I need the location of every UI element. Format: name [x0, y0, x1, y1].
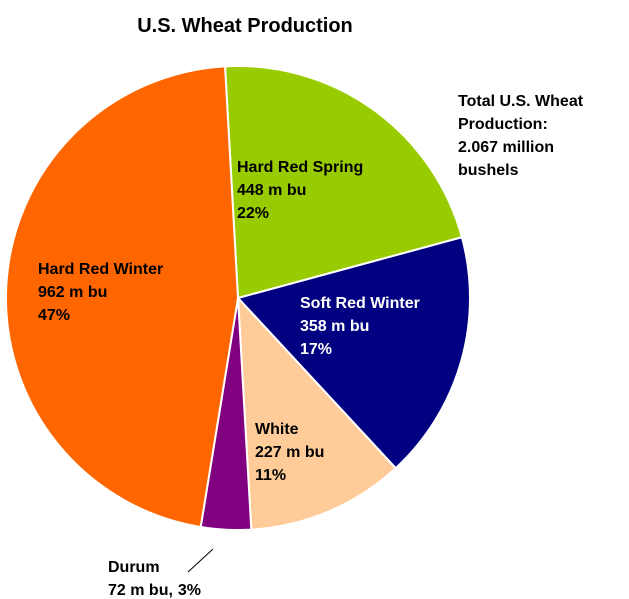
value-label: 72 m bu, [108, 582, 173, 599]
slice-label: Soft Red Winter 358 m bu 17% [300, 295, 420, 358]
slice-label: White 227 m bu 11% [255, 421, 324, 484]
slice-label: Durum 72 m bu, 3% [108, 559, 201, 599]
percent-label: 47% [38, 307, 70, 324]
value-label: 962 m bu [38, 284, 107, 301]
category-label: Hard Red Winter [38, 261, 163, 278]
annotation: bushels [458, 162, 519, 179]
chart-title: U.S. Wheat Production [137, 15, 353, 37]
percent-label: 22% [237, 205, 269, 222]
pie-slice [236, 295, 398, 531]
annotation: Production: [458, 116, 548, 133]
annotation: Total U.S. Wheat [458, 93, 584, 110]
leader-line [187, 548, 214, 573]
percent-label: 11% [255, 467, 286, 484]
pie-slice [5, 65, 240, 529]
annotation: 2.067 million [458, 139, 554, 156]
slice-label: Hard Red Spring 448 m bu 22% [237, 159, 363, 222]
category-label: Hard Red Spring [237, 159, 363, 176]
category-label: White [255, 421, 299, 438]
category-label: Soft Red Winter [300, 295, 420, 312]
pie-slice [223, 65, 464, 300]
value-label: 358 m bu [300, 318, 369, 335]
percent-label: 3% [178, 582, 201, 599]
value-label: 227 m bu [255, 444, 324, 461]
pie-slice [236, 236, 471, 470]
category-label: Durum [108, 559, 160, 576]
percent-label: 17% [300, 341, 332, 358]
slice-label: Hard Red Winter 962 m bu 47% [38, 261, 163, 324]
value-label: 448 m bu [237, 182, 306, 199]
